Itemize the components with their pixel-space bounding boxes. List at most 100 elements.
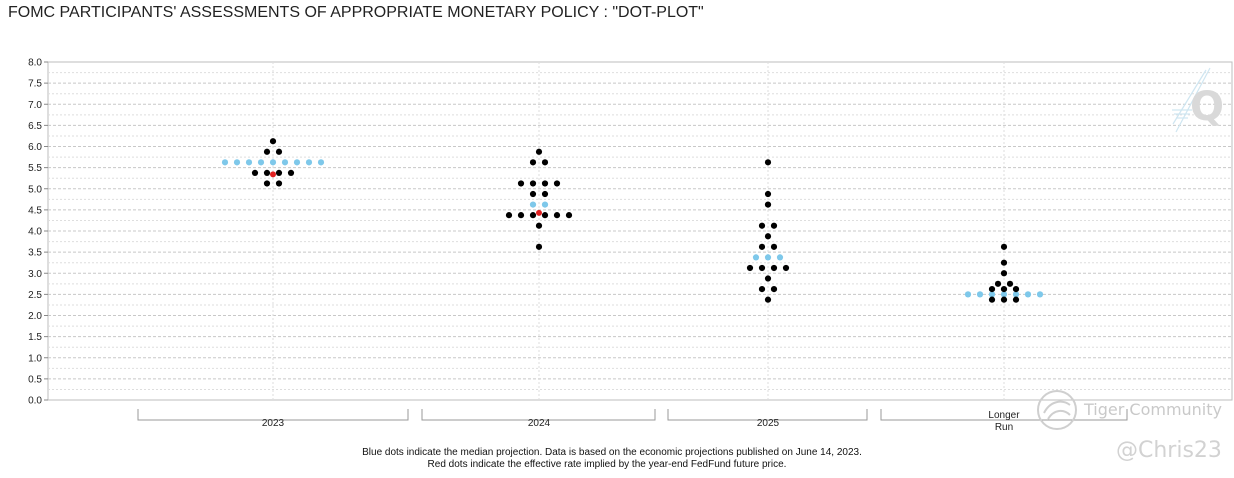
participant-dot	[746, 264, 754, 272]
participant-dot	[764, 190, 772, 198]
x-category-label: 2024	[528, 418, 551, 429]
participant-dot	[275, 169, 283, 177]
participant-dot	[1000, 259, 1008, 266]
q-logo-letter: Q	[1190, 84, 1222, 130]
participant-dot	[535, 222, 543, 229]
median-dot	[245, 159, 253, 166]
participant-dot	[565, 212, 573, 219]
dots-layer	[221, 138, 1044, 303]
participant-dot	[1006, 280, 1014, 287]
median-dot	[1000, 291, 1008, 298]
participant-dot	[263, 180, 271, 187]
participant-dot	[988, 285, 996, 293]
median-dot	[752, 254, 760, 261]
median-dot	[776, 254, 784, 261]
participant-dot	[764, 275, 772, 282]
y-tick-label: 3.5	[28, 248, 42, 259]
participant-dot	[1012, 285, 1020, 293]
median-dot	[1024, 291, 1032, 298]
median-dot	[269, 159, 277, 166]
participant-dot	[1012, 296, 1020, 303]
median-dot	[257, 159, 265, 166]
median-dot	[317, 159, 325, 166]
q-logo-watermark: Q	[1172, 67, 1222, 133]
participant-dot	[770, 222, 778, 229]
participant-dot	[758, 264, 766, 272]
tiger-community-logo	[1037, 390, 1077, 430]
median-dot	[221, 159, 229, 166]
participant-dot	[770, 243, 778, 250]
y-tick-label: 8.0	[28, 58, 42, 69]
participant-dot	[758, 285, 766, 293]
y-tick-label: 0.0	[28, 396, 42, 407]
participant-dot	[758, 222, 766, 229]
median-dot	[233, 159, 241, 166]
footnote-median: Blue dots indicate the median projection…	[362, 447, 862, 458]
futures-implied-dot	[270, 171, 276, 178]
participant-dot	[764, 233, 772, 240]
median-dot	[281, 159, 289, 166]
participant-dot	[287, 169, 295, 177]
participant-dot	[764, 201, 772, 208]
participant-dot	[517, 180, 525, 187]
participant-dot	[553, 180, 561, 187]
participant-dot	[541, 180, 549, 187]
y-tick-label: 5.0	[28, 184, 42, 195]
futures-implied-dot	[536, 209, 542, 216]
participant-dot	[505, 212, 513, 219]
participant-dot	[541, 159, 549, 166]
gridlines	[48, 72, 1232, 390]
tiger-community-watermark: Tiger Community	[1084, 400, 1222, 419]
x-category-label: Longer Run	[988, 410, 1020, 433]
participant-dot	[1000, 285, 1008, 293]
participant-dot	[541, 190, 549, 198]
participant-dot	[988, 296, 996, 303]
category-guides	[272, 62, 1005, 400]
participant-dot	[275, 148, 283, 155]
participant-dot	[782, 264, 790, 272]
median-dot	[305, 159, 313, 166]
category-bracket	[137, 409, 409, 421]
median-dot	[764, 254, 772, 261]
participant-dot	[770, 264, 778, 272]
y-tick-label: 6.0	[28, 142, 42, 153]
median-dot	[1012, 291, 1020, 298]
y-tick-label: 1.0	[28, 353, 42, 364]
participant-dot	[535, 243, 543, 250]
chart-title: FOMC PARTICIPANTS' ASSESSMENTS OF APPROP…	[8, 4, 704, 21]
participant-dot	[1000, 243, 1008, 250]
participant-dot	[764, 296, 772, 303]
y-tick-label: 0.5	[28, 374, 42, 385]
median-dot	[541, 201, 549, 208]
participant-dot	[764, 159, 772, 166]
median-dot	[293, 159, 301, 166]
x-axis: 2023 2024 2025 Longer Run	[137, 409, 1128, 433]
median-dot	[976, 291, 984, 298]
participant-dot	[529, 212, 537, 219]
y-tick-label: 5.5	[28, 163, 42, 174]
participant-dot	[770, 285, 778, 293]
participant-dot	[529, 190, 537, 198]
x-category-label: 2023	[262, 418, 285, 429]
handle-watermark: @Chris23	[1116, 438, 1222, 463]
median-dot	[529, 201, 537, 208]
x-category-label: 2025	[757, 418, 780, 429]
participant-dot	[758, 243, 766, 250]
participant-dot	[529, 159, 537, 166]
participant-dot	[263, 148, 271, 155]
y-tick-label: 2.5	[28, 290, 42, 301]
y-tick-label: 6.5	[28, 121, 42, 132]
category-bracket	[880, 409, 1128, 421]
participant-dot	[994, 280, 1002, 287]
participant-dot	[535, 148, 543, 155]
median-dot	[988, 291, 996, 298]
y-axis: 0.0 0.5 1.0 1.5 2.0 2.5 3.0 3.5 4.0 4.5 5.0 5.5 6.0 6…	[28, 58, 48, 407]
y-tick-label: 7.5	[28, 79, 42, 90]
category-bracket	[421, 409, 656, 421]
y-tick-label: 3.0	[28, 269, 42, 280]
y-tick-label: 2.0	[28, 311, 42, 322]
y-tick-label: 4.5	[28, 205, 42, 216]
footnote-futures: Red dots indicate the effective rate imp…	[427, 459, 787, 470]
y-tick-label: 7.0	[28, 100, 42, 111]
